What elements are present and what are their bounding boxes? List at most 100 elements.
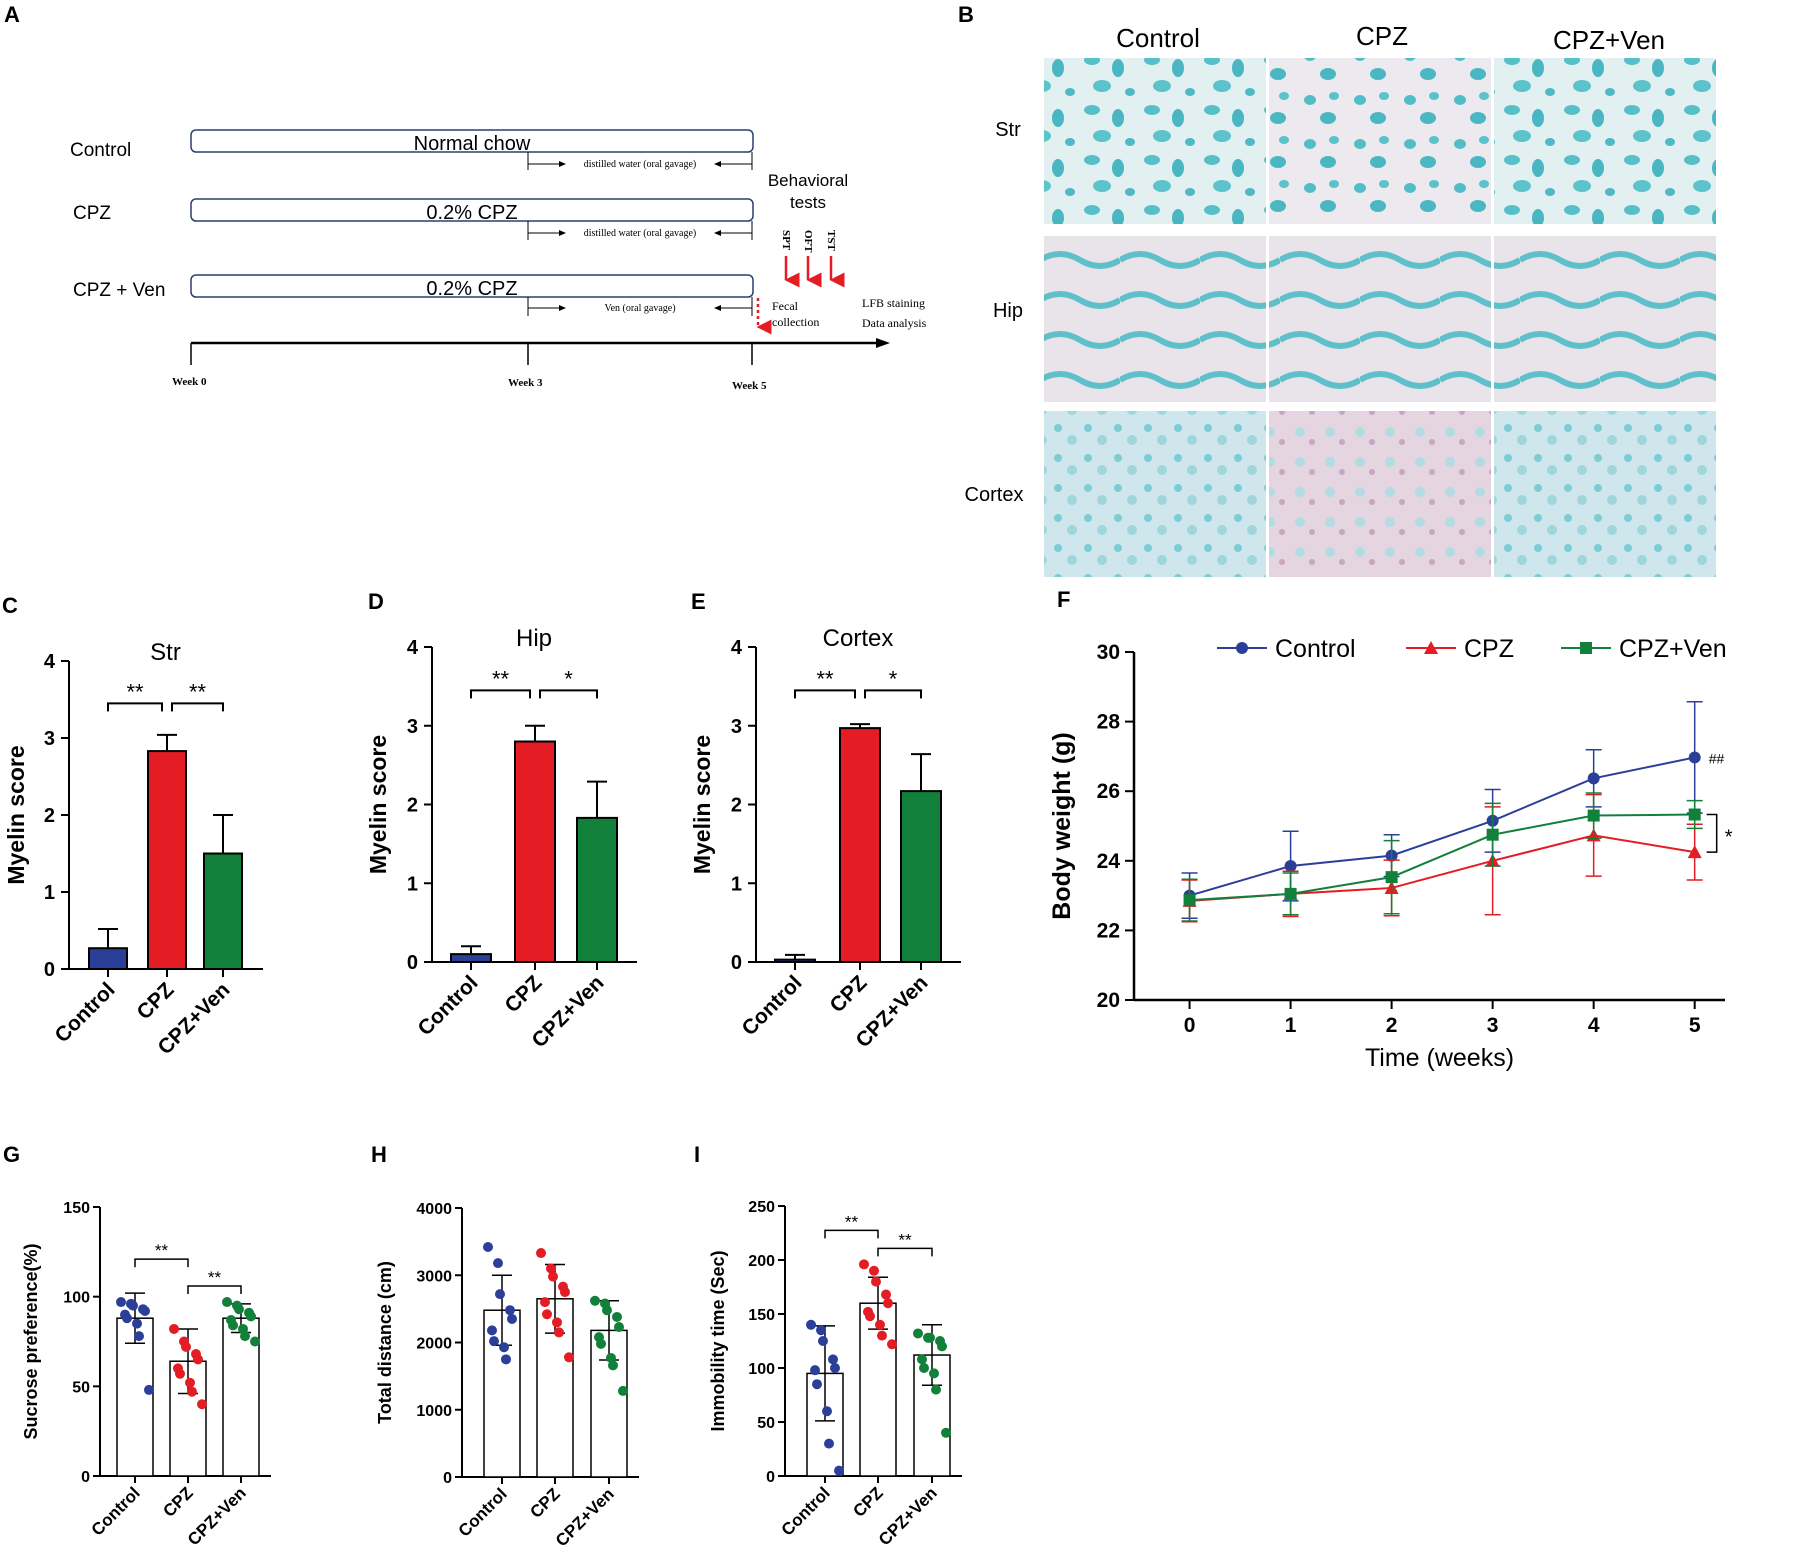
- panel-label-g: G: [3, 1142, 20, 1167]
- histology-row-cortex: Cortex: [965, 484, 1024, 506]
- x-tick-label: CPZ: [849, 1483, 886, 1520]
- panel-label-i: I: [694, 1142, 700, 1167]
- data-point: [548, 1271, 558, 1282]
- data-point: [193, 1354, 203, 1365]
- x-tick-label: CPZ+Ven: [184, 1483, 250, 1549]
- week-label-3: Week 3: [508, 377, 543, 389]
- data-point: [919, 1363, 929, 1373]
- y-axis-label: Sucrose preference(%): [21, 1243, 41, 1439]
- data-point: [1580, 642, 1592, 654]
- histology-column-control: Control: [1116, 23, 1200, 53]
- bar: [576, 816, 618, 964]
- data-point: [122, 1313, 132, 1324]
- chart-h-total-distance: 0 1000 2000 3000 4000 Total distance (cm) Cont…: [375, 1201, 639, 1550]
- data-point: [540, 1297, 550, 1308]
- panel-f: F 20 22 24 26 28 30 0 1 2 3 4 5 Time (weeks) Body wei…: [1048, 587, 1733, 1072]
- data-point: [493, 1258, 503, 1269]
- y-axis-label: Body weight (g): [1048, 732, 1076, 919]
- data-point: [1587, 772, 1600, 785]
- data-point: [181, 1341, 191, 1352]
- data-point: [883, 1298, 893, 1309]
- significance-bracket: [1706, 813, 1718, 853]
- y-axis-label: Immobility time (Sec): [708, 1250, 728, 1431]
- y-tick-label: 4: [44, 651, 56, 673]
- y-tick-label: 4: [407, 637, 419, 659]
- data-point: [806, 1319, 816, 1330]
- y-tick-label: 1: [44, 882, 55, 904]
- y-tick-label: 0: [44, 959, 55, 981]
- chart-title: Hip: [516, 625, 552, 652]
- data-point: [816, 1325, 826, 1336]
- y-tick-label: 150: [748, 1307, 775, 1324]
- y-tick-label: 4000: [416, 1201, 452, 1218]
- significance-label: **: [208, 1268, 222, 1287]
- data-point: [929, 1368, 939, 1379]
- data-point: [913, 1328, 923, 1339]
- data-point: [834, 1465, 844, 1476]
- group-label-control: Control: [70, 140, 131, 161]
- data-point: [197, 1399, 207, 1410]
- data-point: [246, 1311, 256, 1322]
- y-tick-label: 26: [1097, 780, 1120, 803]
- bar: [203, 852, 243, 970]
- y-tick-label: 4: [731, 637, 743, 659]
- data-point: [554, 1327, 564, 1338]
- x-tick-label: 4: [1588, 1014, 1600, 1037]
- y-axis-label: Myelin score: [689, 735, 715, 874]
- annotation-control-sig: ##: [1709, 750, 1725, 766]
- chart-g-sucrose-preference: 0 50 100 150 Sucrose preference(%) Control CPZ…: [21, 1200, 271, 1549]
- significance-bracket: [824, 1229, 879, 1239]
- x-tick-label: 5: [1689, 1014, 1701, 1037]
- panel-b: B Control CPZ CPZ+Ven Str Hip Cortex: [958, 2, 1716, 577]
- data-point: [877, 1330, 887, 1341]
- test-arrows: [756, 256, 845, 335]
- y-tick-label: 0: [443, 1470, 452, 1487]
- data-point: [169, 1323, 179, 1334]
- panel-label-e: E: [691, 589, 706, 614]
- diet-box-cpz-ven: [190, 274, 754, 298]
- y-tick-label: 0: [766, 1469, 775, 1486]
- y-tick-label: 28: [1097, 711, 1121, 734]
- data-point: [134, 1331, 144, 1342]
- panel-label-c: C: [2, 593, 18, 618]
- week-label-5: Week 5: [732, 380, 767, 392]
- data-point: [887, 1339, 897, 1350]
- y-tick-label: 0: [81, 1469, 90, 1486]
- diet-box-control: [190, 129, 754, 153]
- x-tick-label: Control: [737, 971, 806, 1040]
- y-tick-label: 3: [407, 716, 418, 738]
- bar: [859, 1302, 897, 1477]
- diet-box-cpz: [190, 198, 754, 222]
- panel-i: I 0 50 100 150 200 250 Immobility time (Sec) Co…: [694, 1142, 962, 1549]
- fecal-label-1: Fecal: [772, 299, 799, 313]
- data-point: [222, 1297, 232, 1308]
- data-point: [144, 1384, 154, 1395]
- y-tick-label: 2000: [416, 1336, 452, 1353]
- data-point: [560, 1287, 570, 1298]
- panel-h: H 0 1000 2000 3000 4000 Total distance (cm) Co…: [371, 1142, 639, 1550]
- histology-row-str: Str: [995, 119, 1021, 141]
- data-point: [925, 1332, 935, 1343]
- series-line: [1189, 834, 1695, 902]
- y-tick-label: 100: [748, 1361, 775, 1378]
- panel-g: G 0 50 100 150 Sucrose preference(%) Control C…: [3, 1142, 271, 1549]
- data-point: [865, 1311, 875, 1322]
- test-label-tst: TST: [825, 230, 837, 251]
- panel-label-h: H: [371, 1142, 387, 1167]
- data-point: [234, 1304, 244, 1315]
- data-point: [869, 1265, 879, 1276]
- significance-bracket: [187, 1285, 242, 1295]
- x-tick-label: 2: [1386, 1014, 1398, 1037]
- y-tick-label: 24: [1097, 850, 1121, 873]
- data-point: [1688, 751, 1701, 764]
- gavage-arrowheads: [559, 161, 721, 311]
- histology-column-cpz: CPZ: [1356, 21, 1408, 51]
- histology-hip-cpz: [1269, 236, 1491, 402]
- series-line: [1189, 756, 1695, 897]
- y-axis-label: Myelin score: [365, 735, 391, 874]
- data-point: [483, 1242, 493, 1253]
- data-point: [881, 1289, 891, 1300]
- test-label-spt: SPT: [780, 230, 792, 251]
